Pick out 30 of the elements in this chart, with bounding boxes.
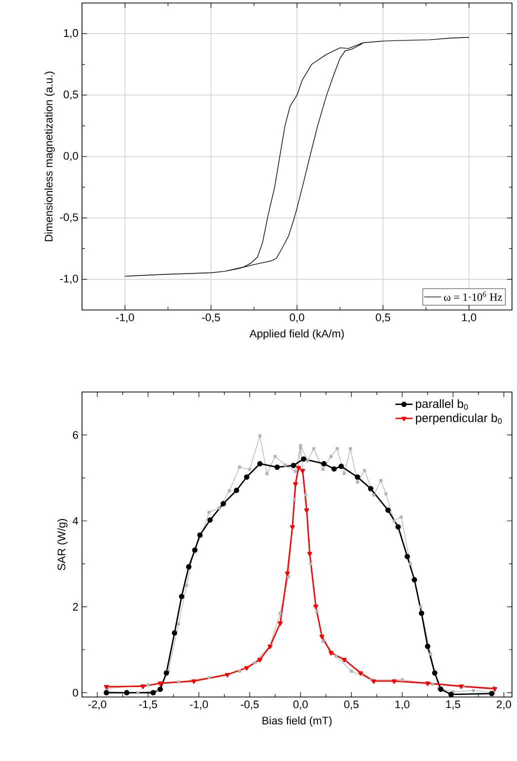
legend-label: ω = 1·10$^{6}$ Hz — [444, 292, 502, 301]
y-tick-label: 2 — [72, 602, 78, 611]
y-tick-label: 0 — [72, 688, 78, 697]
y-tick-label: 6 — [72, 431, 78, 439]
legend-label: perpendicular b$_{0}$ — [416, 413, 502, 425]
x-tick-label: -0,5 — [202, 314, 220, 323]
x-tick-label: 0,5 — [376, 314, 390, 323]
y-tick-label: 1,0 — [64, 29, 78, 38]
x-tick-label: -2,0 — [88, 700, 106, 710]
y-tick-label: 0,5 — [64, 90, 78, 100]
x-tick-label: 1,0 — [395, 700, 410, 710]
y-axis-title: Dimensionless magnetization (a.u.) — [44, 72, 55, 242]
y-tick-label: -0,5 — [60, 213, 78, 222]
y-axis-title: SAR (W/g) — [57, 519, 68, 570]
x-tick-label: -1,0 — [190, 700, 208, 710]
x-tick-label: 0,0 — [290, 314, 304, 323]
y-tick-label: 0,0 — [64, 152, 78, 162]
x-tick-label: -0,5 — [240, 700, 259, 710]
y-tick-label: 4 — [72, 517, 78, 525]
x-tick-label: 2,0 — [496, 700, 512, 710]
x-tick-label: 0,0 — [293, 700, 308, 710]
legend-label: parallel b$_{0}$ — [416, 399, 468, 410]
x-tick-label: 1,5 — [446, 700, 460, 710]
y-tick-label: -1,0 — [60, 274, 78, 284]
x-tick-label: -1,5 — [139, 700, 158, 710]
x-axis-title: Applied field (kA/m) — [250, 329, 344, 340]
x-tick-label: 0,5 — [344, 700, 359, 710]
x-tick-label: 1,0 — [462, 314, 476, 323]
x-axis-title: Bias field (mT) — [262, 716, 332, 727]
x-tick-label: -1,0 — [116, 314, 134, 323]
